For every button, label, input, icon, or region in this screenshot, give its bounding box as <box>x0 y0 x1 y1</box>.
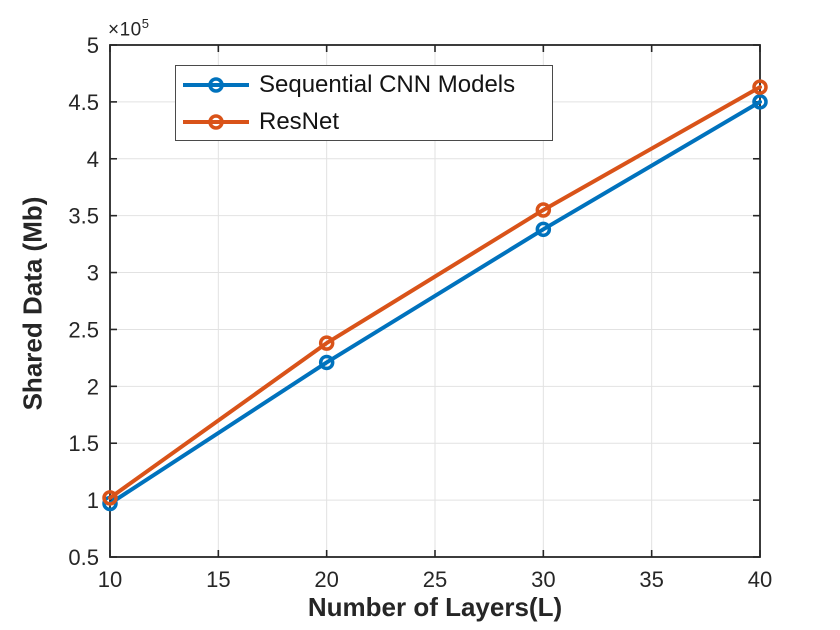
y-tick-label: 5 <box>87 33 99 58</box>
x-tick-label: 20 <box>314 567 338 592</box>
y-tick-label: 1.5 <box>68 431 99 456</box>
x-tick-label: 35 <box>639 567 663 592</box>
data-point-marker <box>318 335 335 351</box>
y-tick-label: 4.5 <box>68 90 99 115</box>
x-tick-label: 40 <box>748 567 772 592</box>
y-tick-label: 2.5 <box>68 317 99 342</box>
y-axis-exponent: ×105 <box>108 16 149 41</box>
x-tick-label: 30 <box>531 567 555 592</box>
y-tick-label: 3.5 <box>68 204 99 229</box>
legend-marker-icon <box>208 113 224 130</box>
legend-item-1: ResNet <box>183 103 552 140</box>
y-tick-label: 2 <box>87 374 99 399</box>
x-tick-label: 25 <box>423 567 447 592</box>
legend-item-0: Sequential CNN Models <box>183 66 552 103</box>
series-line-0 <box>108 99 762 506</box>
series-line-1 <box>108 85 762 500</box>
y-tick-label: 4 <box>87 147 99 172</box>
data-point-marker <box>318 354 335 371</box>
y-axis-label: Shared Data (Mb) <box>17 196 48 411</box>
data-point-marker <box>535 202 552 218</box>
tick-marks <box>109 44 761 558</box>
legend: Sequential CNN Models ResNet <box>175 65 553 141</box>
legend-marker-icon <box>208 76 224 93</box>
x-tick-label: 10 <box>98 567 122 592</box>
y-axis-exponent-power: 5 <box>141 16 150 31</box>
legend-label: ResNet <box>259 107 340 135</box>
y-tick-label: 3 <box>87 261 99 286</box>
series-0 <box>102 94 768 512</box>
legend-label: Sequential CNN Models <box>259 70 516 98</box>
x-axis-label: Number of Layers(L) <box>307 592 563 622</box>
legend-line-sample <box>183 76 249 93</box>
data-point-marker <box>102 490 118 506</box>
data-point-marker <box>752 94 768 110</box>
series-1 <box>102 79 768 506</box>
y-axis-exponent-base: ×10 <box>108 19 142 41</box>
data-point-marker <box>752 79 768 95</box>
x-tick-label: 15 <box>206 567 230 592</box>
y-tick-label: 0.5 <box>68 545 99 570</box>
legend-line-sample <box>183 113 249 130</box>
data-point-marker <box>535 221 552 238</box>
y-tick-label: 1 <box>87 488 99 513</box>
